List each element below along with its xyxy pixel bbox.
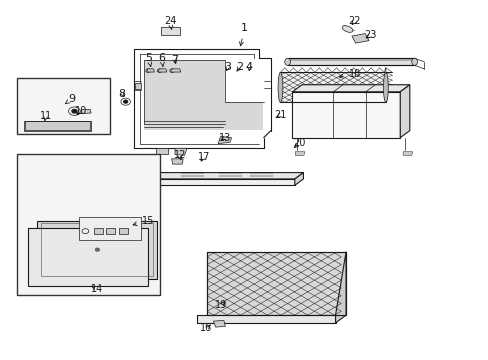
- Polygon shape: [196, 315, 335, 323]
- Polygon shape: [402, 152, 412, 155]
- Bar: [94, 228, 102, 234]
- Polygon shape: [294, 172, 303, 185]
- Circle shape: [72, 109, 77, 113]
- Circle shape: [95, 248, 99, 251]
- Bar: [106, 228, 115, 234]
- Polygon shape: [295, 152, 304, 155]
- Text: 23: 23: [363, 30, 375, 40]
- Bar: [41, 224, 153, 276]
- Polygon shape: [280, 72, 385, 102]
- Ellipse shape: [411, 58, 417, 66]
- Polygon shape: [207, 252, 346, 315]
- Bar: [119, 228, 127, 234]
- Text: 13: 13: [219, 133, 231, 143]
- Bar: [17, 78, 110, 134]
- Polygon shape: [292, 85, 409, 92]
- Bar: [79, 217, 141, 240]
- Text: 8: 8: [119, 89, 125, 99]
- Text: 3: 3: [224, 62, 231, 72]
- Text: 5: 5: [145, 53, 152, 66]
- Text: 1: 1: [239, 23, 247, 46]
- Polygon shape: [335, 252, 346, 323]
- Text: 24: 24: [163, 16, 176, 29]
- Text: 21: 21: [274, 110, 286, 120]
- Polygon shape: [28, 228, 147, 286]
- Text: 18: 18: [339, 69, 360, 79]
- Bar: [135, 83, 141, 89]
- Polygon shape: [144, 60, 263, 130]
- Polygon shape: [81, 109, 91, 114]
- Text: 17: 17: [197, 152, 209, 162]
- Bar: [17, 153, 160, 294]
- Text: 6: 6: [158, 53, 165, 66]
- Bar: [280, 72, 385, 102]
- Polygon shape: [170, 69, 181, 72]
- Text: 19: 19: [215, 300, 227, 310]
- Ellipse shape: [278, 72, 282, 102]
- Polygon shape: [218, 136, 231, 144]
- Bar: [207, 252, 346, 315]
- Text: 2: 2: [236, 62, 243, 72]
- Bar: [25, 121, 90, 130]
- Text: 22: 22: [348, 16, 360, 26]
- Text: 11: 11: [40, 112, 52, 121]
- Bar: [160, 27, 180, 35]
- Polygon shape: [156, 148, 167, 154]
- Polygon shape: [171, 159, 183, 164]
- Text: 15: 15: [133, 216, 154, 226]
- Text: 7: 7: [171, 55, 178, 65]
- Text: 14: 14: [91, 284, 103, 294]
- Text: 9: 9: [65, 94, 75, 104]
- Text: 20: 20: [293, 138, 305, 148]
- Ellipse shape: [284, 58, 290, 66]
- Polygon shape: [351, 33, 368, 43]
- Text: 4: 4: [245, 62, 252, 72]
- Polygon shape: [141, 172, 303, 179]
- Text: 16: 16: [200, 323, 212, 333]
- Polygon shape: [158, 69, 166, 72]
- Polygon shape: [38, 221, 157, 279]
- Polygon shape: [141, 179, 294, 185]
- Text: 12: 12: [173, 150, 185, 160]
- Polygon shape: [146, 69, 154, 72]
- Polygon shape: [292, 92, 399, 138]
- Polygon shape: [24, 121, 91, 131]
- Polygon shape: [399, 85, 409, 138]
- Polygon shape: [213, 320, 225, 327]
- Ellipse shape: [383, 72, 387, 102]
- Polygon shape: [175, 148, 186, 155]
- Ellipse shape: [342, 26, 352, 32]
- Circle shape: [123, 100, 127, 103]
- Text: 10: 10: [74, 106, 86, 116]
- Polygon shape: [287, 58, 414, 66]
